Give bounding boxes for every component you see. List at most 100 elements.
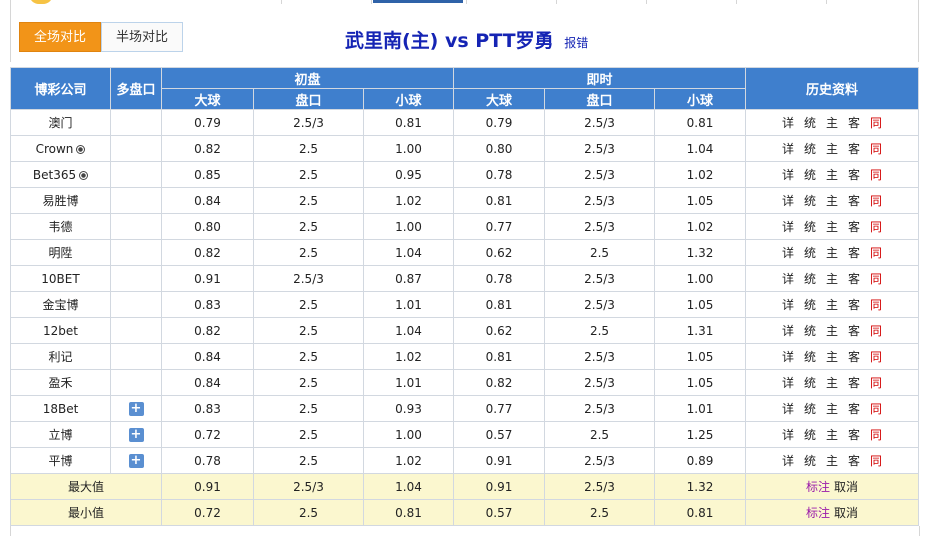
history-link[interactable]: 统: [804, 220, 817, 234]
company-name[interactable]: 盈禾: [48, 376, 73, 390]
history-link[interactable]: 主: [826, 298, 839, 312]
history-link[interactable]: 统: [804, 142, 817, 156]
report-error-link[interactable]: 报错: [564, 36, 589, 50]
history-link[interactable]: 详: [781, 142, 794, 156]
expand-plus-icon[interactable]: +: [128, 428, 144, 442]
history-link[interactable]: 客: [848, 116, 861, 130]
history-link[interactable]: 统: [804, 454, 817, 468]
history-link[interactable]: 统: [804, 350, 817, 364]
history-link[interactable]: 客: [848, 454, 861, 468]
history-link[interactable]: 统: [804, 428, 817, 442]
history-link[interactable]: 详: [781, 194, 794, 208]
history-link[interactable]: 统: [804, 298, 817, 312]
expand-plus-icon[interactable]: +: [128, 454, 144, 468]
history-link[interactable]: 详: [781, 168, 794, 182]
top-nav-segment[interactable]: [556, 0, 647, 4]
history-link[interactable]: 客: [848, 324, 861, 338]
history-link[interactable]: 统: [804, 246, 817, 260]
history-link[interactable]: 客: [848, 428, 861, 442]
history-link[interactable]: 详: [781, 272, 794, 286]
history-link[interactable]: 客: [848, 272, 861, 286]
top-nav-segment[interactable]: [281, 0, 372, 4]
top-nav-segment[interactable]: [736, 0, 827, 4]
history-link[interactable]: 统: [804, 376, 817, 390]
history-link[interactable]: 详: [781, 116, 794, 130]
top-nav-segment[interactable]: [646, 0, 737, 4]
company-name[interactable]: 澳门: [48, 116, 73, 130]
company-name[interactable]: 10BET: [41, 271, 80, 286]
tab-full-match[interactable]: 全场对比: [19, 22, 101, 52]
history-link[interactable]: 统: [804, 168, 817, 182]
history-link[interactable]: 详: [781, 428, 794, 442]
history-link[interactable]: 主: [826, 142, 839, 156]
expand-plus-icon[interactable]: +: [128, 402, 144, 416]
cancel-link[interactable]: 取消: [834, 506, 859, 520]
history-link[interactable]: 客: [848, 350, 861, 364]
history-link[interactable]: 同: [870, 402, 883, 416]
history-link[interactable]: 同: [870, 194, 883, 208]
history-link[interactable]: 主: [826, 116, 839, 130]
history-link[interactable]: 详: [781, 376, 794, 390]
history-link[interactable]: 客: [848, 194, 861, 208]
mark-link[interactable]: 标注: [806, 506, 831, 520]
company-name[interactable]: Bet365: [32, 167, 77, 182]
history-link[interactable]: 详: [781, 324, 794, 338]
history-link[interactable]: 客: [848, 402, 861, 416]
company-name[interactable]: 明陞: [48, 246, 73, 260]
history-link[interactable]: 同: [870, 324, 883, 338]
history-link[interactable]: 客: [848, 298, 861, 312]
history-link[interactable]: 同: [870, 220, 883, 234]
history-link[interactable]: 客: [848, 142, 861, 156]
company-name[interactable]: 12bet: [43, 323, 78, 338]
history-link[interactable]: 统: [804, 324, 817, 338]
history-link[interactable]: 客: [848, 246, 861, 260]
history-link[interactable]: 客: [848, 168, 861, 182]
history-link[interactable]: 同: [870, 142, 883, 156]
history-link[interactable]: 统: [804, 116, 817, 130]
history-link[interactable]: 主: [826, 220, 839, 234]
history-link[interactable]: 详: [781, 246, 794, 260]
top-nav-segment[interactable]: [371, 0, 467, 4]
history-link[interactable]: 同: [870, 272, 883, 286]
history-link[interactable]: 详: [781, 220, 794, 234]
history-link[interactable]: 详: [781, 454, 794, 468]
history-link[interactable]: 详: [781, 298, 794, 312]
top-nav-segment[interactable]: [11, 0, 282, 4]
history-link[interactable]: 主: [826, 350, 839, 364]
company-name[interactable]: 立博: [48, 428, 73, 442]
company-name[interactable]: 18Bet: [42, 401, 79, 416]
tab-half-match[interactable]: 半场对比: [101, 22, 183, 52]
company-name[interactable]: 韦德: [48, 220, 73, 234]
company-name[interactable]: 金宝博: [42, 298, 79, 312]
history-link[interactable]: 客: [848, 220, 861, 234]
history-link[interactable]: 统: [804, 194, 817, 208]
history-link[interactable]: 主: [826, 428, 839, 442]
company-name[interactable]: 平博: [48, 454, 73, 468]
history-link[interactable]: 同: [870, 298, 883, 312]
history-link[interactable]: 同: [870, 350, 883, 364]
company-name[interactable]: Crown: [35, 141, 74, 156]
history-link[interactable]: 同: [870, 454, 883, 468]
history-link[interactable]: 主: [826, 324, 839, 338]
history-link[interactable]: 详: [781, 350, 794, 364]
history-link[interactable]: 客: [848, 376, 861, 390]
history-link[interactable]: 统: [804, 272, 817, 286]
history-link[interactable]: 同: [870, 376, 883, 390]
company-name[interactable]: 利记: [48, 350, 73, 364]
history-link[interactable]: 同: [870, 116, 883, 130]
top-nav-segment[interactable]: [466, 0, 557, 4]
history-link[interactable]: 同: [870, 246, 883, 260]
history-link[interactable]: 详: [781, 402, 794, 416]
history-link[interactable]: 同: [870, 428, 883, 442]
history-link[interactable]: 主: [826, 376, 839, 390]
company-name[interactable]: 易胜博: [42, 194, 79, 208]
history-link[interactable]: 统: [804, 402, 817, 416]
cancel-link[interactable]: 取消: [834, 480, 859, 494]
history-link[interactable]: 主: [826, 168, 839, 182]
history-link[interactable]: 主: [826, 246, 839, 260]
mark-link[interactable]: 标注: [806, 480, 831, 494]
history-link[interactable]: 主: [826, 402, 839, 416]
history-link[interactable]: 主: [826, 194, 839, 208]
history-link[interactable]: 主: [826, 272, 839, 286]
history-link[interactable]: 同: [870, 168, 883, 182]
